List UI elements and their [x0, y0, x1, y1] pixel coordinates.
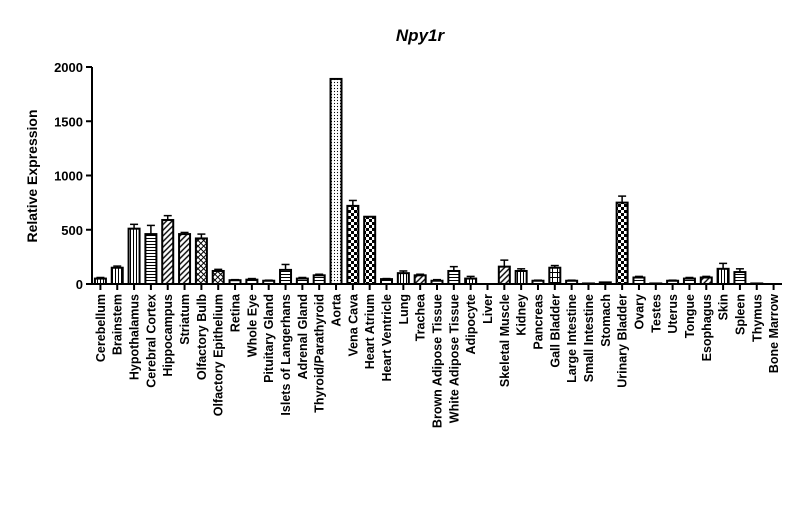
y-tick-label: 2000 [54, 60, 83, 75]
y-tick-label: 1500 [54, 114, 83, 129]
bar [447, 269, 461, 286]
x-tick-label: Thymus [750, 294, 764, 342]
bar [161, 218, 175, 285]
x-tick-label: Lung [397, 294, 411, 325]
bar [497, 265, 511, 286]
x-tick-label: Trachea [414, 293, 428, 341]
x-tick-label: Kidney [515, 294, 529, 336]
x-tick-label: Ovary [632, 294, 646, 329]
bars [93, 77, 764, 286]
x-tick-label: Skin [717, 294, 731, 320]
bar [329, 77, 343, 285]
x-tick-label: Brown Adipose Tissue [431, 294, 445, 428]
x-tick-label: Islets of Langerhans [279, 294, 293, 416]
x-tick-label: Thyroid/Parathyroid [313, 294, 327, 413]
x-tick-label: Stomach [599, 294, 613, 347]
x-tick-label: Tongue [683, 294, 697, 338]
bar [514, 269, 528, 286]
bar [110, 266, 124, 286]
x-tick-label: Cerebellum [94, 294, 108, 362]
bar [312, 274, 326, 286]
x-tick-label: Small Intestine [582, 294, 596, 382]
bar [666, 279, 680, 285]
bar [93, 277, 107, 286]
bar [127, 227, 141, 285]
bar [245, 278, 259, 286]
x-tick-label: Olfactory Bulb [195, 294, 209, 380]
bar [598, 281, 612, 285]
x-tick-label: Aorta [330, 293, 344, 327]
bar [581, 282, 595, 285]
x-tick-label: Adrenal Gland [296, 294, 310, 379]
x-tick-label: Testes [649, 294, 663, 333]
bar [632, 276, 646, 285]
bar [716, 267, 730, 285]
bar [279, 268, 293, 285]
x-tick-label: Heart Ventricle [380, 294, 394, 382]
bar [413, 274, 427, 286]
bar [430, 279, 444, 285]
bar [464, 277, 478, 286]
y-tick-label: 0 [76, 277, 83, 292]
bar [396, 272, 410, 285]
x-tick-label: Cerebral Cortex [144, 294, 158, 388]
x-tick-label: Esophagus [700, 294, 714, 361]
tick-labels: 0 500 1000 1500 2000 Cerebellum Brainstem Hypot… [54, 60, 781, 428]
y-tick-label: 1000 [54, 169, 83, 184]
bar [750, 282, 764, 285]
bar [194, 237, 208, 285]
bar [144, 233, 158, 285]
x-tick-label: Hippocampus [161, 294, 175, 377]
x-tick-label: Urinary Bladder [616, 294, 630, 388]
x-tick-label: Olfactory Epithelium [212, 294, 226, 416]
bar [699, 276, 713, 285]
x-tick-label: White Adipose Tissue [447, 294, 461, 423]
bar [380, 278, 394, 285]
x-tick-label: Gall Bladder [548, 294, 562, 368]
x-tick-label: Vena Cava [346, 293, 360, 357]
bar [565, 279, 579, 285]
bar [346, 204, 360, 286]
x-tick-label: Skeletal Muscle [498, 294, 512, 387]
x-tick-label: Adipocyte [464, 294, 478, 354]
bar [615, 201, 629, 285]
bar [363, 215, 377, 285]
bar [733, 271, 747, 286]
bar [548, 266, 562, 286]
x-tick-label: Uterus [666, 294, 680, 334]
chart-title: Npy1r [396, 26, 446, 45]
x-tick-label: Heart Atrium [363, 294, 377, 369]
bar [211, 269, 225, 286]
x-tick-label: Large Intestine [565, 294, 579, 383]
x-tick-label: Striatum [178, 294, 192, 345]
bar [228, 279, 242, 286]
bar [649, 282, 663, 285]
bar [531, 279, 545, 285]
x-tick-label: Spleen [733, 294, 747, 335]
bar [262, 279, 276, 285]
bar [682, 277, 696, 286]
bar [178, 233, 192, 285]
x-tick-label: Liver [481, 294, 495, 324]
x-tick-label: Bone Marrow [767, 294, 781, 373]
x-tick-label: Pituitary Gland [262, 294, 276, 383]
y-axis-label: Relative Expression [24, 109, 40, 242]
x-tick-label: Hypothalamus [128, 294, 142, 380]
x-tick-label: Whole Eye [245, 294, 259, 357]
x-tick-label: Pancreas [531, 294, 545, 350]
x-tick-label: Brainstem [111, 294, 125, 355]
bar [295, 277, 309, 286]
x-tick-label: Retina [229, 293, 243, 332]
y-tick-label: 500 [61, 223, 83, 238]
